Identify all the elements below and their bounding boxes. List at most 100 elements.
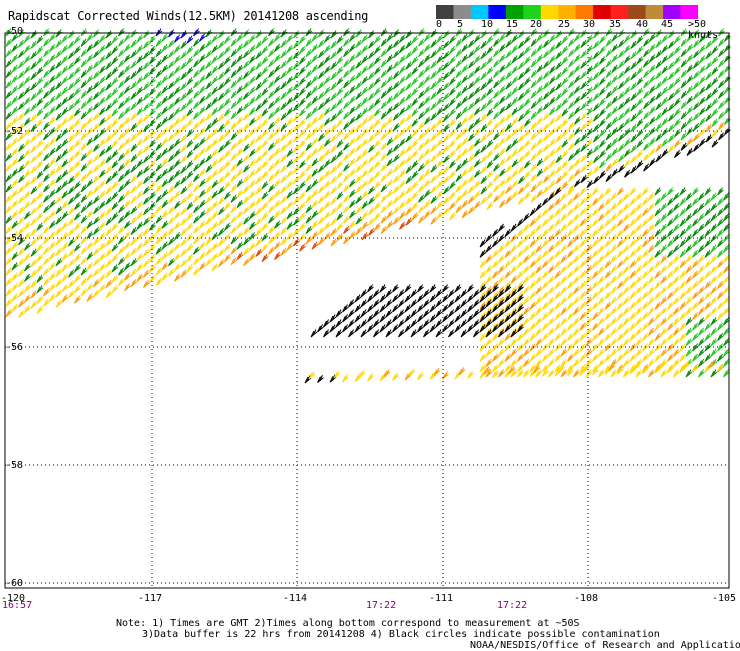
wind-barb	[380, 59, 388, 68]
wind-barb	[330, 196, 338, 205]
wind-barb	[274, 241, 281, 250]
wind-barb	[461, 147, 469, 156]
wind-barb	[493, 194, 500, 203]
wind-barb	[605, 49, 613, 58]
wind-barb	[186, 201, 194, 210]
wind-barb	[611, 158, 619, 167]
wind-barb	[18, 143, 25, 152]
wind-barb	[349, 158, 356, 167]
wind-barb	[186, 118, 194, 127]
wind-barb	[567, 218, 574, 227]
wind-barb	[286, 117, 294, 126]
wind-barb	[74, 45, 81, 54]
wind-barb	[661, 55, 669, 64]
wind-barb	[5, 225, 13, 234]
wind-barb	[643, 38, 650, 47]
wind-barb	[636, 66, 644, 75]
wind-barb	[161, 85, 169, 94]
wind-barb	[454, 371, 462, 380]
wind-barb	[654, 280, 662, 289]
wind-barb	[499, 137, 506, 146]
wind-barb	[361, 76, 369, 85]
wind-barb	[593, 30, 600, 39]
wind-barb	[585, 317, 593, 326]
wind-barb	[180, 269, 188, 278]
wind-barb	[299, 170, 306, 179]
wind-barb	[355, 91, 363, 100]
wind-barb	[261, 66, 269, 75]
wind-barb	[218, 134, 225, 143]
wind-barb	[629, 208, 637, 217]
wind-barb	[623, 369, 630, 378]
note-line-1: Note: 1) Times are GMT 2)Times along bot…	[116, 618, 580, 629]
wind-barb	[574, 116, 581, 125]
wind-barb	[143, 71, 150, 80]
speed-colorbar	[436, 5, 698, 19]
wind-barb	[324, 65, 331, 74]
wind-barb	[485, 309, 493, 318]
wind-barb	[330, 92, 338, 101]
wind-barb	[692, 208, 699, 217]
wind-barb	[510, 358, 518, 367]
wind-barb	[49, 283, 56, 292]
wind-barb	[80, 59, 88, 68]
wind-barb	[199, 43, 206, 52]
wind-barb	[24, 117, 31, 126]
wind-barb	[368, 196, 375, 205]
wind-barb	[130, 81, 138, 90]
wind-barb	[268, 184, 275, 193]
wind-barb	[461, 127, 469, 136]
wind-barb	[673, 306, 680, 315]
wind-barb	[311, 158, 319, 167]
wind-barb	[518, 186, 525, 195]
wind-barb	[510, 275, 518, 284]
wind-barb	[660, 192, 668, 201]
wind-barb	[410, 329, 418, 338]
wind-barb	[505, 195, 513, 204]
wind-barb	[224, 56, 231, 65]
wind-barb	[230, 38, 238, 47]
wind-barb	[479, 332, 487, 341]
wind-barb	[430, 102, 438, 111]
wind-barb	[324, 232, 331, 241]
wind-barb	[536, 189, 544, 198]
wind-barb	[698, 223, 705, 232]
wind-barb	[310, 329, 318, 338]
colorbar-tick-label: 30	[583, 19, 596, 30]
wind-barb	[361, 169, 369, 178]
wind-barb	[36, 160, 44, 169]
wind-barb	[49, 231, 56, 240]
wind-barb	[385, 319, 393, 328]
wind-barb	[468, 164, 475, 173]
wind-barb	[11, 283, 19, 292]
wind-barb	[68, 259, 75, 268]
wind-barb	[504, 270, 512, 279]
wind-barb	[255, 186, 263, 195]
wind-barb	[604, 187, 612, 196]
wind-barb	[479, 364, 487, 373]
wind-barb	[199, 95, 206, 104]
wind-barb	[504, 324, 512, 333]
wind-barb	[498, 369, 505, 378]
time-label: 17:22	[366, 600, 397, 611]
wind-barb	[205, 50, 213, 59]
wind-barb	[230, 121, 238, 130]
wind-barb	[567, 187, 574, 196]
wind-barb	[380, 111, 388, 120]
wind-barb	[505, 70, 513, 79]
wind-barb	[218, 123, 225, 132]
wind-barb	[330, 40, 338, 49]
wind-barb	[580, 60, 588, 69]
wind-barb	[599, 149, 606, 158]
wind-barb	[630, 155, 638, 164]
wind-barb	[330, 217, 338, 226]
wind-barb	[699, 86, 706, 95]
wind-barb	[280, 122, 288, 131]
wind-barb	[230, 59, 238, 68]
wind-barb	[498, 299, 505, 308]
wind-barb	[305, 49, 313, 58]
wind-barb	[43, 173, 50, 182]
wind-barb	[535, 275, 543, 284]
wind-barb	[180, 82, 188, 91]
wind-barb	[673, 202, 680, 211]
